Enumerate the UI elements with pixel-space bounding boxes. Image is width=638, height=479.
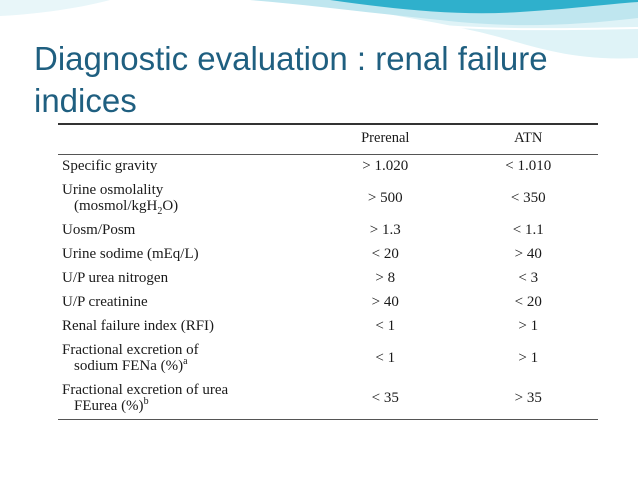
footnote-marker: a [183, 356, 188, 367]
slide-title: Diagnostic evaluation : renal failure in… [34, 40, 548, 119]
atn-value: > 1 [518, 350, 539, 366]
row-label: Uosm/Posm [62, 222, 136, 238]
atn-value: > 40 [514, 246, 542, 262]
row-label: Specific gravity [62, 158, 158, 174]
table-row: Renal failure index (RFI) < 1 > 1 [58, 315, 598, 339]
row-label: Renal failure index (RFI) [62, 318, 215, 334]
atn-value: < 1.010 [505, 158, 552, 174]
table-header-row: Prerenal ATN [58, 123, 598, 155]
prerenal-value: < 1 [375, 318, 396, 334]
row-label-line1: Fractional excretion of [62, 342, 199, 358]
renal-indices-table: Prerenal ATN Specific gravity > 1.020 < … [58, 123, 598, 420]
prerenal-value: > 1.3 [369, 222, 401, 238]
table-row: Fractional excretion of sodium FENa (%)a… [58, 339, 598, 379]
row-label-line2: sodium FENa (%)a [74, 356, 188, 375]
row-label: Fractional excretion of urea FEurea (%)b [58, 379, 312, 420]
atn-value: > 35 [458, 379, 598, 420]
prerenal-value: < 1 [375, 350, 396, 366]
table-row: Urine sodime (mEq/L) < 20 > 40 [58, 243, 598, 267]
atn-value: < 350 [510, 190, 546, 206]
atn-value: < 1.1 [512, 222, 544, 238]
table-row: Specific gravity > 1.020 < 1.010 [58, 155, 598, 180]
header-prerenal: Prerenal [312, 123, 459, 155]
row-label: Urine osmolality (mosmol/kgH2O) [58, 179, 312, 219]
table-row: Uosm/Posm > 1.3 < 1.1 [58, 219, 598, 243]
prerenal-value: > 40 [371, 294, 399, 310]
footnote-marker: b [143, 396, 149, 407]
table-row: U/P urea nitrogen > 8 < 3 [58, 267, 598, 291]
table-row: Urine osmolality (mosmol/kgH2O) > 500 < … [58, 179, 598, 219]
indices-table: Prerenal ATN Specific gravity > 1.020 < … [58, 123, 598, 420]
atn-value: < 3 [518, 270, 539, 286]
atn-value: < 20 [514, 294, 542, 310]
prerenal-value: > 1.020 [362, 158, 409, 174]
prerenal-value: < 20 [371, 246, 399, 262]
table-row: U/P creatinine > 40 < 20 [58, 291, 598, 315]
row-label: Urine sodime (mEq/L) [62, 246, 199, 262]
header-atn: ATN [458, 123, 598, 155]
atn-value: > 1 [518, 318, 539, 334]
row-label: Fractional excretion of sodium FENa (%)a [58, 339, 312, 379]
row-label: U/P urea nitrogen [62, 270, 169, 286]
row-label-line2: (mosmol/kgH2O) [74, 198, 179, 217]
header-wave-decoration [0, 0, 638, 59]
row-label-line1: Fractional excretion of urea [62, 382, 229, 398]
prerenal-value: > 8 [375, 270, 396, 286]
prerenal-value: > 500 [367, 190, 403, 206]
table-row: Fractional excretion of urea FEurea (%)b… [58, 379, 598, 420]
row-label-line1: Urine osmolality [62, 182, 164, 198]
row-label: U/P creatinine [62, 294, 148, 310]
header-parameter [58, 123, 312, 155]
row-label-line2: FEurea (%)b [74, 396, 149, 415]
prerenal-value: < 35 [312, 379, 459, 420]
